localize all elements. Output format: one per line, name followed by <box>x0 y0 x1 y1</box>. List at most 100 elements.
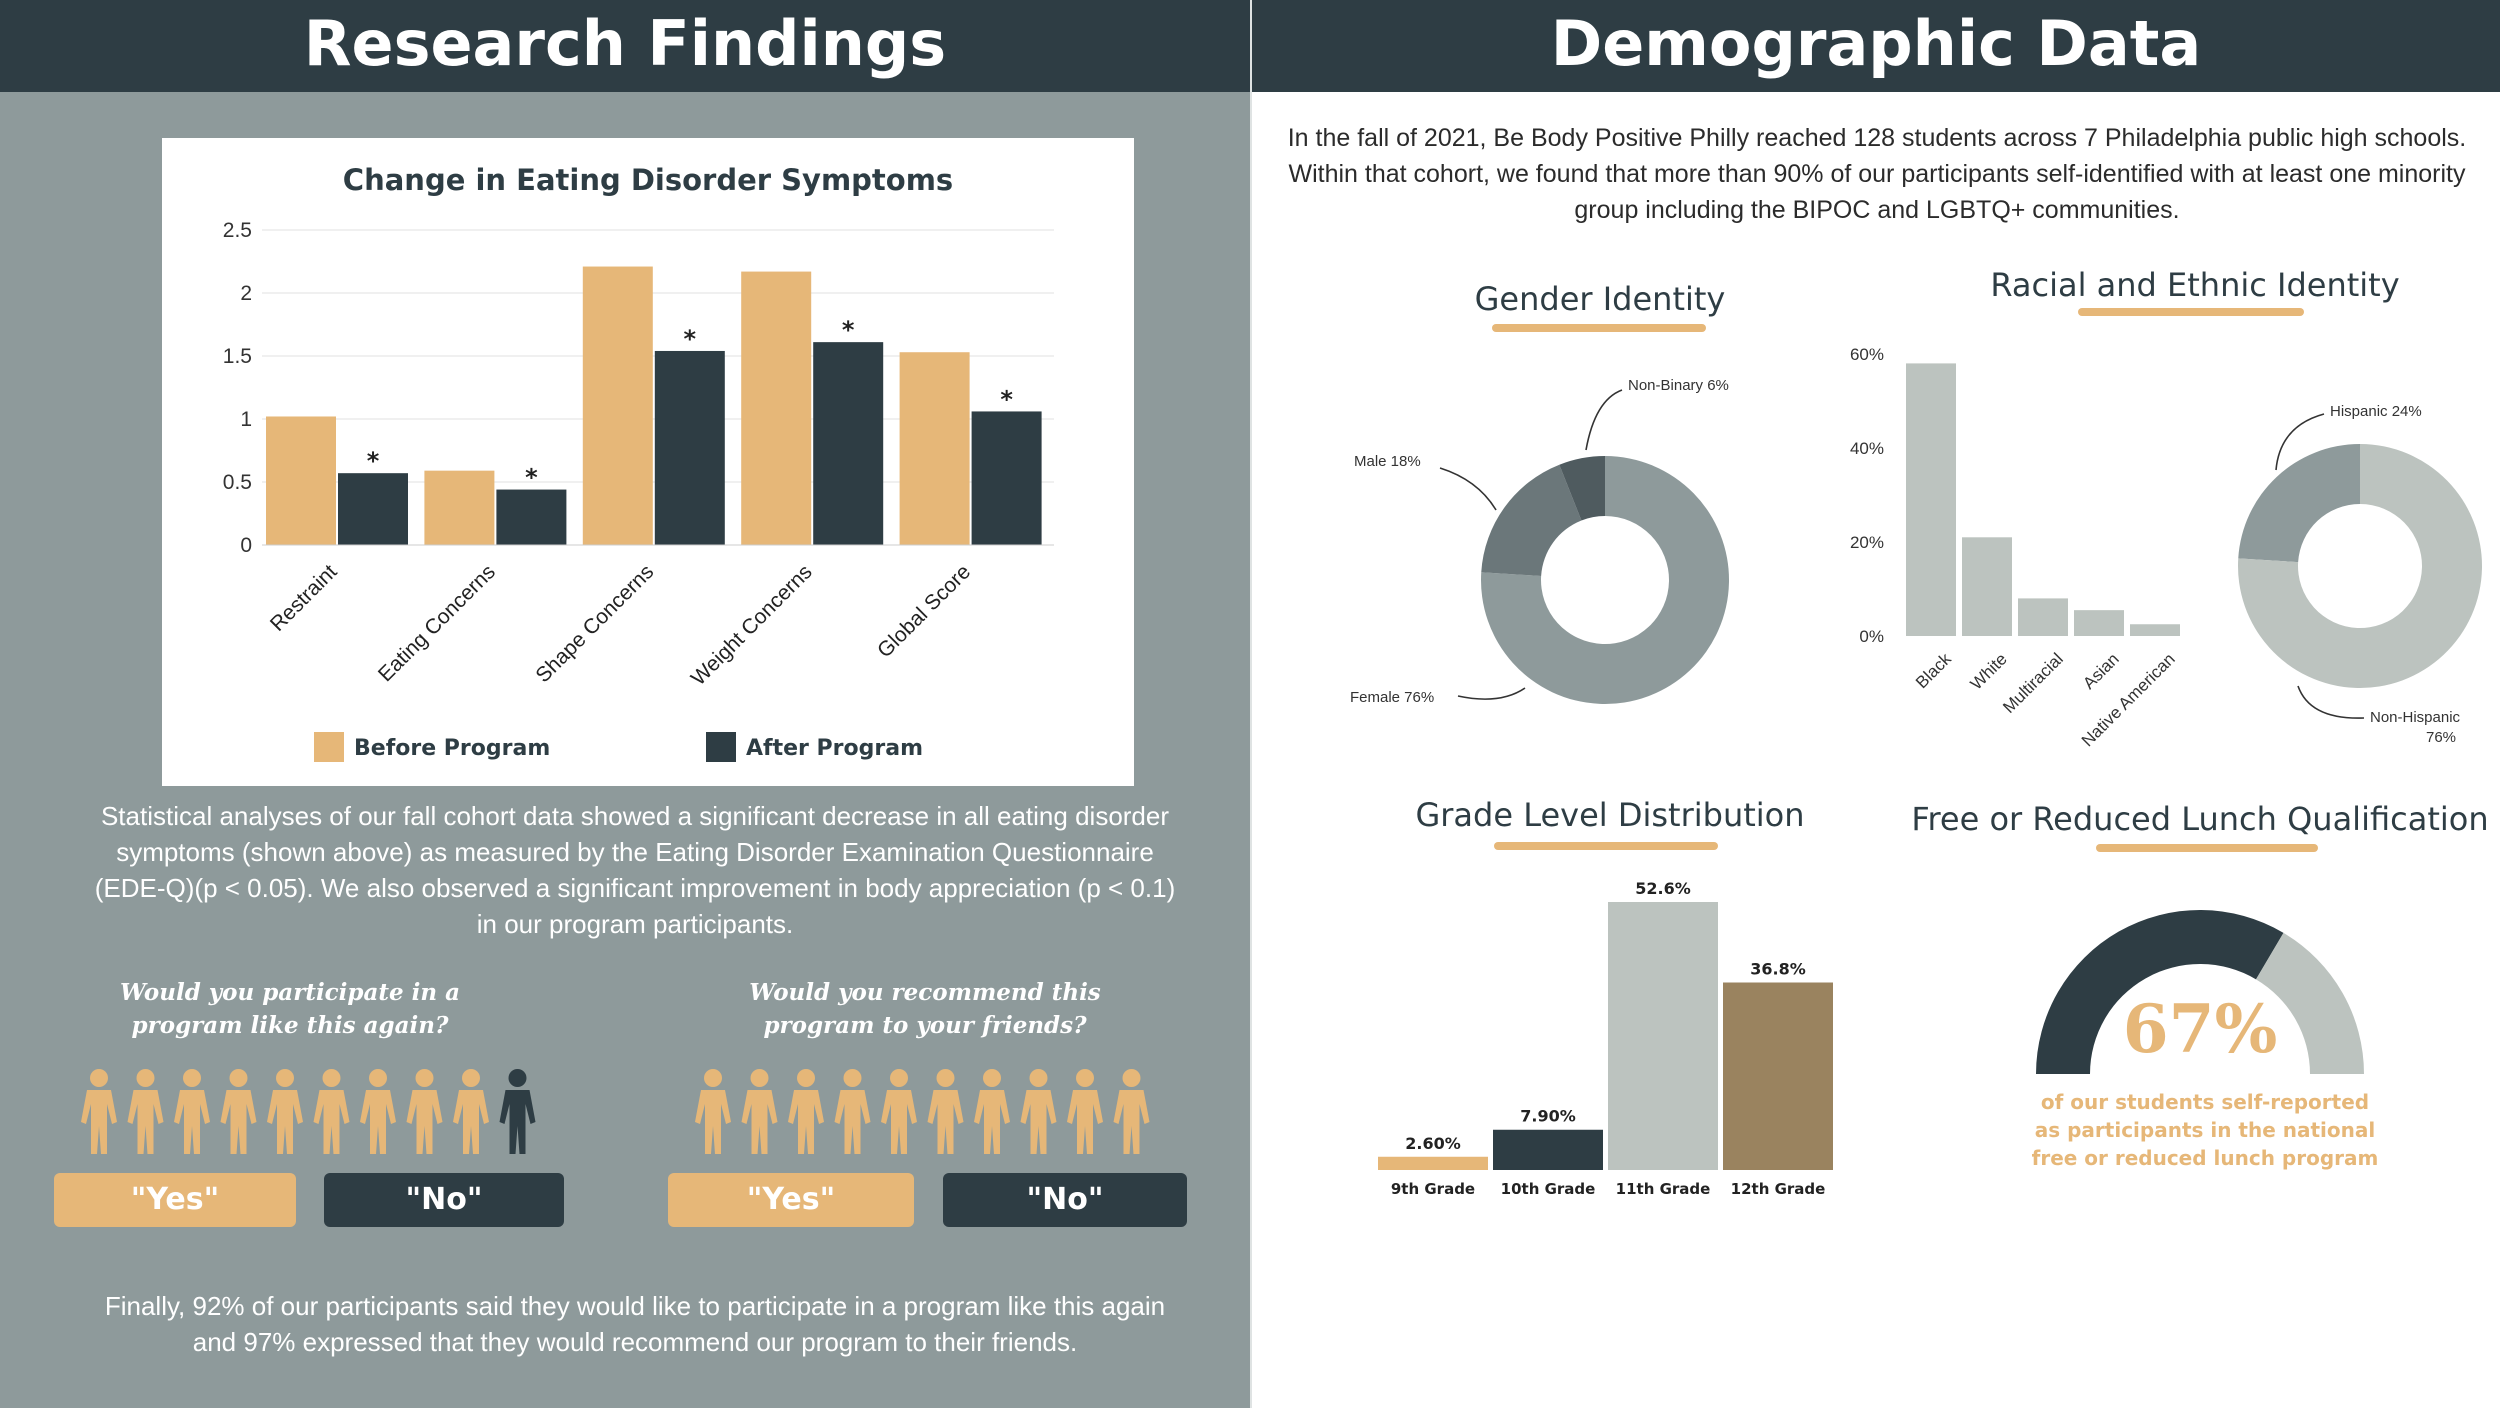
racial-title-underline <box>2078 308 2304 316</box>
person-body <box>1067 1090 1103 1154</box>
participate-again-people-graphic <box>81 1069 536 1154</box>
gender-label-female: Female 76% <box>1350 689 1434 706</box>
grade-x-label: 12th Grade <box>1731 1180 1826 1198</box>
person-head <box>843 1069 862 1087</box>
person-head <box>1029 1069 1048 1087</box>
hispanic-slice-0 <box>2238 444 2360 563</box>
lunch-title-underline <box>2096 844 2318 852</box>
person-body <box>741 1090 778 1154</box>
person-head <box>415 1069 434 1087</box>
bar-after-2 <box>654 350 725 545</box>
person-icon <box>220 1069 257 1154</box>
person-head <box>462 1069 480 1087</box>
race-bar-2 <box>2018 598 2068 636</box>
race-y-tick: 20% <box>1850 533 1884 552</box>
person-head <box>890 1069 908 1087</box>
person-head <box>276 1069 294 1087</box>
y-tick-label: 2 <box>240 282 252 305</box>
hispanic-donut-chart: Hispanic 24% Non-Hispanic 76% <box>2238 403 2482 746</box>
person-icon <box>927 1069 964 1154</box>
person-body <box>406 1090 443 1154</box>
grade-value-label: 2.60% <box>1405 1134 1461 1153</box>
grade-x-label: 10th Grade <box>1501 1180 1596 1198</box>
person-icon <box>834 1069 871 1154</box>
gender-slice-2 <box>1559 456 1605 521</box>
person-body <box>453 1090 489 1154</box>
significance-marker: * <box>367 447 380 475</box>
grade-bar-1 <box>1493 1129 1603 1170</box>
race-y-tick: 0% <box>1859 627 1884 646</box>
y-tick-label: 1.5 <box>223 345 252 368</box>
bar-after-1 <box>496 489 567 545</box>
race-x-label: Multiracial <box>1999 649 2067 717</box>
arrow <box>1439 467 1497 511</box>
person-head <box>229 1069 248 1087</box>
significance-marker: * <box>684 325 697 353</box>
x-tick-label: Weight Concerns <box>687 560 817 690</box>
person-body <box>1113 1090 1150 1154</box>
symptoms-chart-card: Change in Eating Disorder Symptoms 0 0.5 1 1… <box>162 138 1134 786</box>
q2-yes-pill: "Yes" <box>668 1173 914 1227</box>
y-tick-label: 2.5 <box>223 219 252 242</box>
gender-title-underline <box>1492 324 1706 332</box>
person-body <box>313 1090 350 1154</box>
person-icon <box>695 1069 731 1154</box>
person-body <box>881 1090 917 1154</box>
grade-bar-3 <box>1723 982 1833 1170</box>
research-findings-header: Research Findings <box>0 0 1250 92</box>
significance-marker: * <box>842 316 855 344</box>
grade-value-label: 52.6% <box>1635 879 1691 898</box>
question-recommend: Would you recommend this program to your… <box>749 979 1101 1039</box>
person-body <box>174 1090 210 1154</box>
person-head <box>90 1069 108 1087</box>
gender-identity-title: Gender Identity <box>1474 280 1726 318</box>
grade-x-label: 11th Grade <box>1616 1180 1711 1198</box>
legend-swatch-before <box>314 732 344 762</box>
person-body <box>834 1090 871 1154</box>
y-tick-label: 0 <box>240 534 252 557</box>
legend-label-before: Before Program <box>354 736 550 761</box>
x-tick-label: Eating Concerns <box>374 560 500 686</box>
symptoms-bar-chart: Change in Eating Disorder Symptoms 0 0.5 1 1… <box>223 163 1054 762</box>
q1-yes-pill: "Yes" <box>54 1173 296 1227</box>
person-body <box>974 1090 1010 1154</box>
person-head <box>369 1069 387 1087</box>
person-head <box>936 1069 955 1087</box>
significance-marker: * <box>525 464 538 492</box>
race-bar-0 <box>1906 363 1956 636</box>
person-icon <box>499 1069 536 1154</box>
person-icon <box>313 1069 350 1154</box>
person-icon <box>127 1069 164 1154</box>
arrow <box>1457 687 1526 700</box>
findings-paragraph: Statistical analyses of our fall cohort … <box>94 801 1176 939</box>
grade-bar-2 <box>1608 902 1718 1170</box>
lunch-gauge-filled <box>2036 910 2284 1074</box>
grade-bar-chart: 2.60% 9th Grade 7.90% 10th Grade 52.6% 11th G… <box>1378 879 1833 1198</box>
person-icon <box>1067 1069 1103 1154</box>
question-participate-again: Would you participate in a program like … <box>119 979 461 1039</box>
person-body <box>267 1090 303 1154</box>
person-body <box>499 1090 536 1154</box>
non-hispanic-label-line2: 76% <box>2426 729 2456 746</box>
race-bar-4 <box>2130 624 2180 636</box>
person-head <box>508 1069 527 1087</box>
person-icon <box>360 1069 396 1154</box>
race-bar-1 <box>1962 537 2012 636</box>
lunch-percent-value: 67% <box>2122 990 2278 1068</box>
demographic-paragraph: In the fall of 2021, Be Body Positive Ph… <box>1287 124 2467 224</box>
race-x-label: Black <box>1912 649 1955 692</box>
person-head <box>1122 1069 1141 1087</box>
gender-label-male: Male 18% <box>1354 453 1421 470</box>
person-body <box>360 1090 396 1154</box>
person-body <box>220 1090 257 1154</box>
y-tick-label: 0.5 <box>223 471 252 494</box>
bar-before-1 <box>424 470 495 545</box>
race-x-label: Asian <box>2079 649 2123 693</box>
race-x-label: White <box>1967 649 2011 693</box>
person-head <box>136 1069 155 1087</box>
person-body <box>1020 1090 1057 1154</box>
person-icon <box>453 1069 489 1154</box>
grade-bar-0 <box>1378 1156 1488 1170</box>
person-body <box>127 1090 164 1154</box>
grade-level-title: Grade Level Distribution <box>1415 796 1805 834</box>
